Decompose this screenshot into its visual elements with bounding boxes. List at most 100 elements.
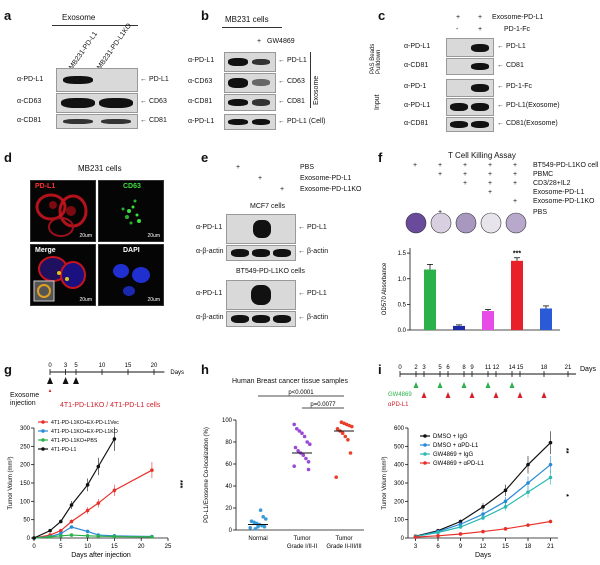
data-point [340, 431, 345, 435]
c-cond-2: PD-1-Fc [504, 26, 531, 33]
data-point [526, 523, 530, 527]
f-sign: + [438, 162, 443, 169]
b-marker-1: ← PD-L1 [278, 57, 307, 64]
gw4869-arrow [485, 382, 491, 388]
f-sign: + [488, 180, 493, 187]
data-point [112, 534, 117, 539]
timeline-tick-label: 21 [565, 365, 572, 371]
panel-e-label: e [201, 150, 209, 165]
legend-marker [41, 438, 45, 442]
blot-e-mcf7-pdl1 [226, 214, 296, 244]
x-axis-label: Days [475, 552, 491, 559]
timeline-days-label: Days [580, 366, 596, 373]
data-point [297, 429, 302, 433]
c-marker-5: ← CD81(Exosome) [497, 120, 558, 127]
legend-marker [41, 447, 45, 451]
injection-arrow [73, 377, 79, 384]
c-marker-2: ← CD81 [497, 62, 524, 69]
f-sign: + [438, 171, 443, 178]
bar [453, 325, 465, 330]
data-point [69, 525, 74, 529]
legend-label: GW4869 + IgG [433, 452, 474, 458]
data-point [306, 467, 311, 472]
panel-g-label: g [4, 362, 12, 377]
f-condition-label: PBMC [533, 171, 554, 178]
c-group-pulldown: PAS Beads Pulldown [370, 43, 382, 74]
panel-c-label: c [378, 8, 386, 23]
legend-marker [41, 420, 45, 424]
data-point [458, 522, 463, 527]
data-point [526, 490, 530, 494]
timeline-days-label: Days [170, 370, 184, 376]
data-point [150, 468, 154, 472]
y-tick-label: 0.5 [398, 302, 407, 308]
y-tick-label: 500 [394, 444, 405, 450]
y-tick-label: 0 [229, 528, 233, 534]
legend-label: DMSO + αPD-L1 [433, 443, 479, 449]
blot-c-input-cd81 [446, 117, 494, 132]
x-tick-label: Tumor [293, 536, 310, 542]
timeline-tick-label: 20 [151, 363, 158, 369]
data-point [301, 453, 306, 457]
e-row-2: α-β-actin [196, 248, 224, 255]
image-cd63: CD63 20um [98, 180, 164, 242]
legend-label: 4T1-PD-L1KO+PBS [51, 438, 98, 444]
data-point [253, 527, 258, 531]
data-point [48, 535, 52, 539]
data-point [526, 462, 530, 467]
row-label-pdl1: α-PD-L1 [17, 76, 44, 83]
f-condition-label: Exosome-PD-L1KO [533, 198, 595, 205]
c-sign-1b: + [478, 14, 483, 21]
data-point [548, 462, 553, 467]
channel-pdl1: PD-L1 [35, 183, 56, 190]
data-point [258, 508, 263, 512]
f-sign: + [488, 189, 493, 196]
data-point [548, 475, 553, 480]
c-cond-1: Exosome-PD-L1 [492, 14, 544, 21]
series-line [33, 438, 115, 539]
scalebar-3: 20um [79, 297, 92, 303]
data-point [69, 503, 74, 507]
data-point [96, 464, 101, 469]
blot-a-pdl1 [56, 68, 138, 92]
f-sign: + [488, 171, 493, 178]
data-point [292, 464, 296, 468]
y-tick-label: 0 [401, 536, 405, 542]
blot-a-cd63 [56, 93, 138, 113]
panel-i-label: i [378, 362, 382, 377]
x-tick-label: 6 [436, 544, 440, 550]
apdl1-arrow [541, 392, 547, 398]
y-tick-label: 150 [20, 481, 31, 487]
data-point [346, 438, 350, 442]
e-treat-1: PBS [300, 164, 315, 171]
treatment-label: αPD-L1 [388, 402, 409, 408]
data-point [85, 529, 90, 534]
data-point [503, 505, 508, 509]
blot-b-pdl1 [224, 52, 276, 72]
x-tick-label: 12 [480, 544, 487, 550]
data-point [503, 488, 508, 493]
series-line [415, 464, 551, 538]
data-point [249, 519, 254, 523]
f-sign: + [463, 171, 468, 178]
x-tick-label: 21 [547, 544, 554, 550]
f-sign: + [438, 209, 443, 216]
injection-arrow [62, 377, 69, 384]
data-point [59, 528, 63, 533]
legend-label: 4T1-PD-L1 [51, 447, 76, 453]
timeline-tick-label: 11 [485, 365, 492, 371]
e-marker-3: ← PD-L1 [298, 290, 327, 297]
apdl1-arrow [445, 392, 451, 398]
y-tick-label: 1.0 [398, 277, 407, 283]
x-tick-label: 15 [502, 544, 509, 550]
f-title: T Cell Killing Assay [448, 151, 516, 160]
c-sign-2a: - [456, 26, 459, 33]
data-point [526, 481, 530, 485]
image-dapi: DAPI 20um [98, 244, 164, 306]
y-tick-label: 250 [20, 444, 31, 450]
f-sign: + [513, 198, 518, 205]
y-tick-label: 400 [394, 463, 405, 469]
x-tick-label: Grade I/II-II [287, 544, 318, 550]
channel-dapi: DAPI [123, 247, 140, 254]
y-tick-label: 600 [394, 426, 405, 432]
